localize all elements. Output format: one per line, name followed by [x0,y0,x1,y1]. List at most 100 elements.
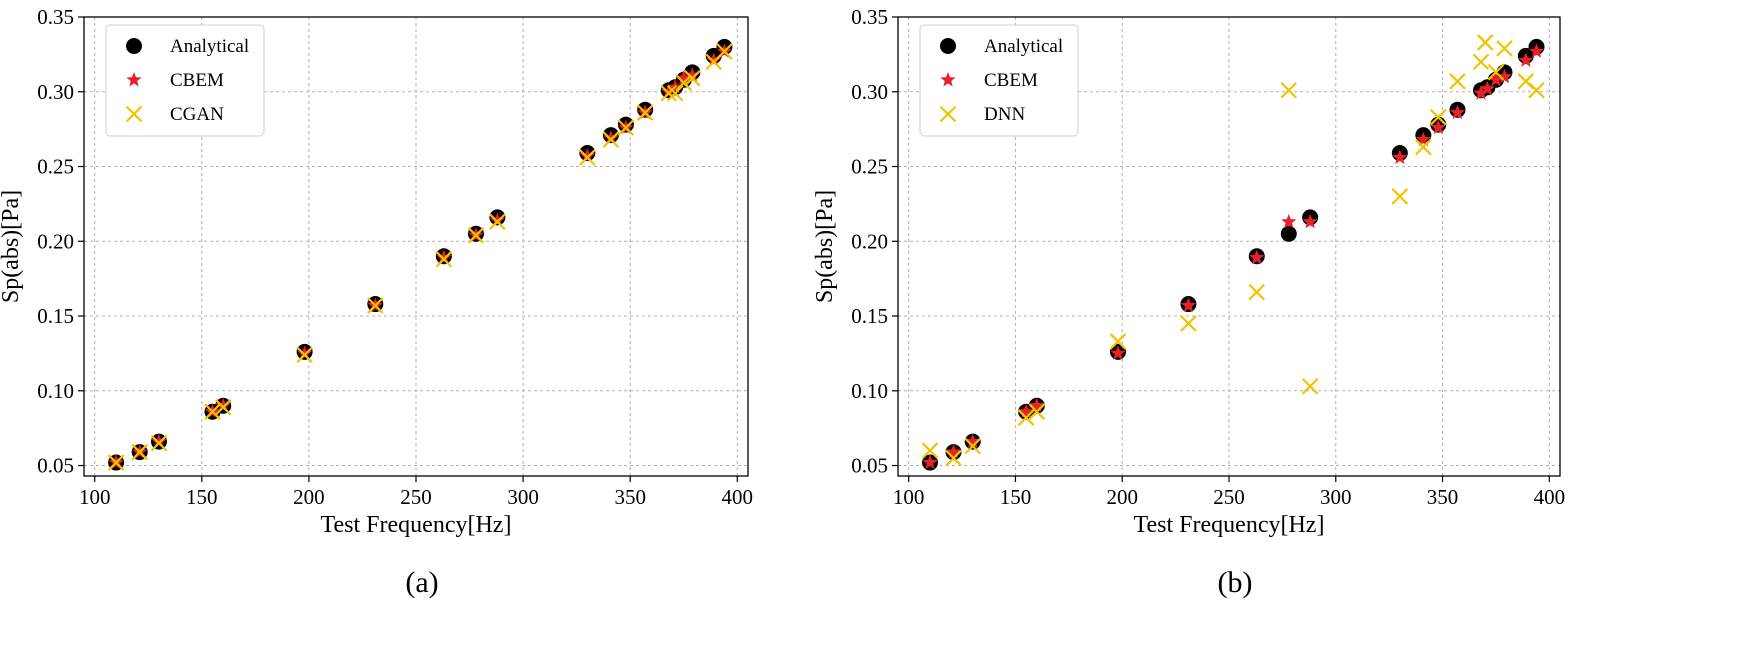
x-axis-label: Test Frequency[Hz] [1134,512,1325,538]
x-axis-label: Test Frequency[Hz] [321,512,512,538]
series-cgan [107,43,733,471]
data-point-cbem [922,454,938,470]
data-point-dnn [945,449,962,467]
data-point-analytical [1280,225,1297,242]
data-point-cbem [1029,397,1045,413]
data-point-cgan [489,213,506,231]
legend-label-analytical: Analytical [984,36,1063,57]
legend-marker-analytical [940,38,956,54]
y-tick-label: 0.20 [37,229,74,253]
data-point-cgan [579,149,596,166]
data-point-cgan [435,250,453,268]
x-tick-label: 250 [1213,485,1245,509]
chart-panel-a: 100 150 200 250 300 350 400 0.05 0.10 0.15 0.20 0.2… [0,5,753,599]
data-point-dnn [1429,108,1447,126]
data-point-cbem [1180,297,1197,313]
data-point-cbem [1449,104,1466,120]
y-tick-label: 0.30 [851,80,888,104]
data-point-dnn [1476,34,1494,51]
data-point-cgan [684,70,701,87]
data-point-cbem [1018,403,1034,419]
data-point-cbem [1110,345,1126,360]
data-point-cgan [716,43,733,60]
x-tick-label: 400 [1534,485,1566,509]
y-tick-label: 0.10 [37,379,74,403]
data-point-cbem [706,52,722,67]
y-tick-label: 0.25 [37,155,74,179]
data-point-cbem [1473,85,1489,100]
data-point-cgan [296,346,313,364]
legend-box [919,24,1079,137]
data-point-cbem [945,444,962,459]
data-point-dnn [1280,81,1298,99]
x-tick-label: 300 [507,485,539,509]
data-point-dnn [1415,138,1432,156]
data-point-dnn [1472,53,1490,71]
x-tick-label: 350 [1427,485,1459,509]
x-tick-label: 100 [79,485,111,509]
x-tick-label: 150 [1000,485,1032,509]
data-point-cbem [1518,52,1534,67]
data-point-cbem [1302,213,1318,229]
data-point-dnn [1391,188,1409,205]
legend-label-analytical: Analytical [170,36,249,57]
data-point-cgan [214,398,232,416]
data-point-cbem [151,433,167,449]
legend-label-cbem: CBEM [170,70,224,91]
y-tick-label: 0.35 [851,5,888,29]
data-point-cbem [436,249,452,265]
y-tick-label: 0.25 [851,155,888,179]
x-tick-label: 150 [186,485,218,509]
data-point-cgan [107,454,125,471]
data-point-cbem [1496,68,1513,84]
x-tick-label: 200 [1106,485,1138,509]
legend-marker-cbem [940,72,956,87]
data-point-cbem [1249,249,1265,265]
data-point-dnn [1017,409,1035,426]
x-tick-label: 100 [893,485,925,509]
chart-panel-b: 100 150 200 250 300 350 400 0.05 0.10 0.15 0.20 0.2… [812,5,1565,599]
x-tick-label: 400 [722,485,754,509]
series-cbem [922,43,1545,470]
y-tick-label: 0.15 [851,304,888,328]
data-point-dnn [1180,315,1197,332]
data-point-dnn [964,437,982,455]
legend-marker-analytical [126,38,142,54]
data-point-dnn [1301,378,1319,395]
y-tick-label: 0.20 [851,229,888,253]
series-dnn [921,34,1545,467]
data-point-cbem [1392,149,1408,165]
data-point-cbem [965,433,981,449]
data-point-cgan [617,119,635,136]
y-tick-label: 0.35 [37,5,74,29]
data-point-cbem [297,345,313,360]
y-axis-label: Sp(abs)[Pa] [0,190,24,303]
data-point-cbem [603,130,619,145]
data-point-cbem [579,148,595,163]
data-point-cgan [467,227,485,244]
data-point-cgan [602,131,620,148]
data-point-dnn [1248,283,1266,301]
y-tick-label: 0.05 [37,454,74,478]
panel-caption: (a) [405,566,438,599]
legend-marker-cbem [126,72,142,87]
x-tick-label: 200 [293,485,325,509]
data-point-dnn [1517,73,1535,90]
x-tick-label: 350 [614,485,646,509]
x-tick-label: 300 [1320,485,1352,509]
data-point-dnn [1528,81,1545,99]
data-point-cbem [215,397,231,413]
panel-caption: (b) [1218,566,1253,599]
data-point-cgan [131,443,148,461]
data-point-cgan [660,84,678,102]
data-point-cbem [1415,131,1431,147]
legend-marker-dnn [939,105,957,123]
data-point-dnn [1449,73,1466,90]
legend: Analytical CBEM DNN [919,24,1079,137]
y-tick-label: 0.15 [37,304,74,328]
data-point-cgan [666,84,684,102]
data-point-cbem [676,70,692,85]
legend-label-dnn: DNN [984,104,1025,125]
data-point-dnn [1496,40,1513,57]
